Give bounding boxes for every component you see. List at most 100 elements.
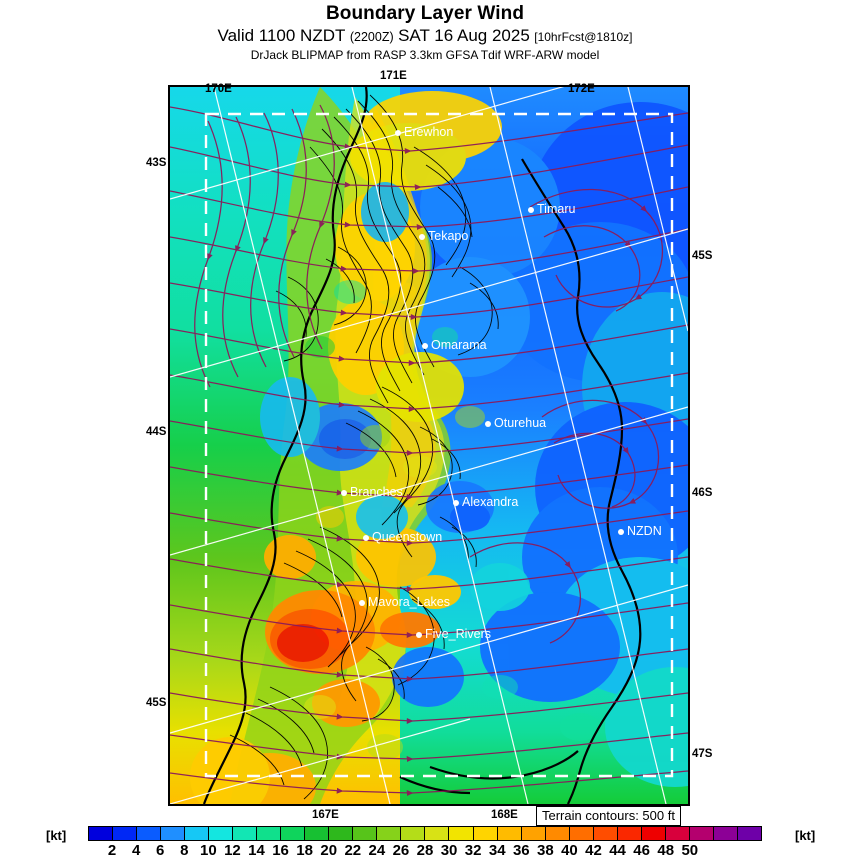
place-label: Omarama xyxy=(431,338,487,352)
colorbar-tick: 44 xyxy=(609,842,626,859)
colorbar-swatch xyxy=(377,827,402,840)
colorbar-swatch xyxy=(497,827,522,840)
colorbar-swatch xyxy=(305,827,330,840)
latitude-label: 45S xyxy=(692,250,713,262)
colorbar-tick: 20 xyxy=(320,842,338,859)
place-marker-dot xyxy=(419,234,425,240)
colorbar-swatch xyxy=(257,827,282,840)
place-label: Alexandra xyxy=(462,495,519,509)
colorbar-tick: 12 xyxy=(224,842,241,859)
place-label: Erewhon xyxy=(404,125,454,139)
colorbar-swatch xyxy=(713,827,738,840)
colorbar-tick: 26 xyxy=(392,842,410,859)
colorbar-swatch xyxy=(401,827,426,840)
valid-time: Valid 1100 NZDT xyxy=(217,26,346,45)
colorbar-tick: 46 xyxy=(633,842,650,859)
colorbar-swatch xyxy=(281,827,306,840)
valid-date: SAT 16 Aug 2025 xyxy=(398,26,530,45)
place-marker-dot xyxy=(453,500,459,506)
place-marker-dot xyxy=(341,490,347,496)
colorbar-swatch xyxy=(89,827,114,840)
place-marker-dot xyxy=(359,600,365,606)
terrain-contour-legend: Terrain contours: 500 ft xyxy=(536,806,681,826)
colorbar-swatch xyxy=(617,827,642,840)
colorbar-tick: 4 xyxy=(131,842,141,859)
place-marker-dot xyxy=(363,535,369,541)
longitude-label: 171E xyxy=(380,70,407,82)
colorbar-tick: 28 xyxy=(416,842,434,859)
colorbar-tick: 8 xyxy=(180,842,189,859)
model-credit: DrJack BLIPMAP from RASP 3.3km GFSA Tdif… xyxy=(250,48,600,62)
colorbar-swatch xyxy=(665,827,690,840)
wind-field-raster xyxy=(170,87,688,804)
colorbar-unit-left: [kt] xyxy=(46,828,67,843)
colorbar-unit-right: [kt] xyxy=(795,828,816,843)
colorbar-tick: 2 xyxy=(107,842,117,859)
colorbar-tick: 22 xyxy=(344,842,362,859)
colorbar-tick: 30 xyxy=(440,842,458,859)
longitude-label: 168E xyxy=(491,809,518,821)
colorbar-swatch xyxy=(209,827,234,840)
longitude-label: 170E xyxy=(205,83,232,95)
graticule xyxy=(170,87,688,804)
colorbar-swatch xyxy=(641,827,666,840)
page-title: Boundary Layer Wind xyxy=(325,3,525,24)
place-label: Timaru xyxy=(537,202,576,216)
colorbar-tick: 40 xyxy=(561,842,578,859)
place-marker-dot xyxy=(395,130,401,136)
place-label: Branches xyxy=(350,485,403,499)
colorbar-swatch xyxy=(329,827,354,840)
colorbar-swatch xyxy=(473,827,498,840)
colorbar-tick: 48 xyxy=(657,842,675,859)
latitude-label: 44S xyxy=(146,426,167,438)
map-container: Erewhon Timaru Tekapo Omarama Oturehua Branch… xyxy=(146,70,712,821)
place-label: Five_Rivers xyxy=(425,627,491,641)
place-markers-layer: Erewhon Timaru Tekapo Omarama Oturehua Branch… xyxy=(170,87,688,804)
colorbar-swatch xyxy=(521,827,546,840)
colorbar-tick-labels: 2 4 6 8 10 12 14 16 18 20 22 24 26 28 30 32 34 36 38 40 42 44… xyxy=(88,842,762,860)
place-label: NZDN xyxy=(627,524,662,538)
colorbar-tick: 38 xyxy=(537,842,554,859)
place-marker-dot xyxy=(485,421,491,427)
colorbar-tick: 50 xyxy=(681,842,699,859)
place-marker-dot xyxy=(416,632,422,638)
colorbar-swatches xyxy=(88,826,762,841)
latitude-label: 47S xyxy=(692,748,713,760)
chart-header: Boundary Layer Wind Valid 1100 NZDT (220… xyxy=(0,0,850,63)
map-svg xyxy=(170,87,688,804)
colorbar-swatch xyxy=(185,827,210,840)
latitude-label: 46S xyxy=(692,487,713,499)
colorbar-tick: 36 xyxy=(512,842,530,859)
colorbar-legend: [kt] [kt] 2 4 6 8 10 12 14 16 18 20 22 24 26 28 30 32 34… xyxy=(0,824,850,860)
colorbar-tick: 32 xyxy=(464,842,482,859)
latitude-label: 45S xyxy=(146,697,167,709)
colorbar-tick: 16 xyxy=(272,842,289,859)
colorbar-tick: 34 xyxy=(488,842,506,859)
colorbar-swatch xyxy=(353,827,378,840)
longitude-label: 167E xyxy=(312,809,339,821)
colorbar-tick: 24 xyxy=(368,842,386,859)
valid-time-utc: (2200Z) xyxy=(349,30,394,44)
place-label: Tekapo xyxy=(428,229,469,243)
domain-inset-box xyxy=(204,112,674,778)
colorbar-swatch xyxy=(161,827,186,840)
map-frame: Erewhon Timaru Tekapo Omarama Oturehua Branch… xyxy=(168,85,690,806)
colorbar-swatch xyxy=(545,827,570,840)
forecast-tag: [10hrFcst@1810z] xyxy=(534,30,633,44)
colorbar-swatch xyxy=(689,827,714,840)
place-label: Mavora_Lakes xyxy=(368,595,450,609)
validity-line: Valid 1100 NZDT (2200Z) SAT 16 Aug 2025 … xyxy=(0,26,850,47)
colorbar-swatch xyxy=(137,827,162,840)
place-label: Queenstown xyxy=(372,530,443,544)
colorbar-swatch xyxy=(113,827,138,840)
colorbar-tick: 14 xyxy=(248,842,265,859)
place-marker-dot xyxy=(422,343,428,349)
colorbar-tick: 42 xyxy=(585,842,602,859)
coastline xyxy=(202,87,642,804)
colorbar-swatch xyxy=(593,827,618,840)
colorbar-tick: 18 xyxy=(296,842,313,859)
place-label: Oturehua xyxy=(494,416,547,430)
colorbar-tick: 10 xyxy=(200,842,217,859)
colorbar-swatch xyxy=(449,827,474,840)
